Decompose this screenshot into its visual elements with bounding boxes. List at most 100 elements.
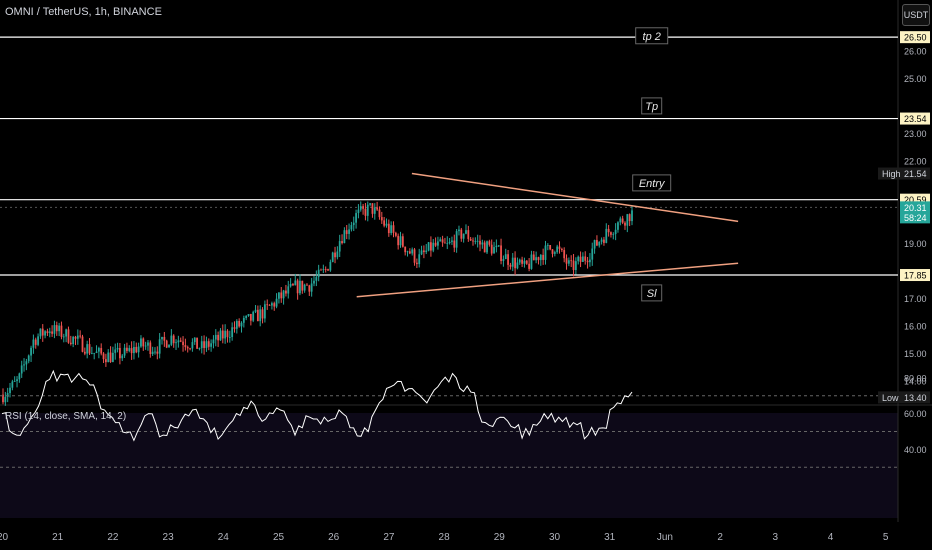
candle-body	[563, 250, 566, 259]
candle-body	[219, 330, 222, 341]
candle	[212, 335, 215, 349]
candle-body	[441, 239, 444, 243]
candle-body	[462, 233, 465, 239]
candle	[46, 328, 49, 336]
candle-body	[408, 251, 411, 254]
candle	[434, 237, 437, 247]
candle	[126, 342, 128, 354]
candle	[207, 338, 210, 351]
price-label-text: 20.31	[904, 203, 927, 213]
candle	[338, 234, 341, 258]
candle-body	[394, 232, 397, 236]
candle	[4, 391, 7, 406]
candle	[621, 215, 624, 225]
candle	[172, 334, 175, 348]
candle-body	[502, 259, 505, 261]
annotation-tp-2: tp 2	[643, 31, 661, 43]
candle-body	[271, 303, 273, 306]
candle	[198, 347, 201, 351]
candle-body	[467, 230, 470, 239]
candle-body	[539, 254, 542, 261]
candle-body	[144, 345, 147, 347]
candle-body	[154, 351, 156, 353]
candle	[364, 202, 367, 221]
rsi-title[interactable]: RSI (14, close, SMA, 14, 2)	[5, 411, 127, 422]
candle	[628, 213, 631, 227]
candle	[55, 321, 58, 336]
candle-body	[373, 207, 376, 214]
candle-body	[121, 355, 124, 359]
candle	[514, 251, 516, 276]
candle	[479, 235, 481, 252]
candle-body	[327, 269, 329, 271]
candle	[610, 231, 612, 238]
candle	[366, 201, 369, 222]
time-tick-label: 24	[218, 532, 230, 543]
candle-body	[79, 335, 82, 337]
candle	[598, 241, 601, 248]
candle	[341, 234, 343, 245]
candle	[458, 225, 460, 236]
candle-body	[430, 242, 432, 251]
candle	[574, 257, 577, 275]
candle-body	[619, 218, 622, 223]
candle	[605, 223, 608, 244]
candle	[275, 293, 278, 309]
candle	[179, 337, 182, 343]
candle	[147, 340, 149, 351]
candle	[128, 345, 131, 353]
candle-body	[147, 342, 149, 346]
candle-body	[352, 222, 355, 226]
candle-body	[378, 209, 381, 218]
candle-body	[338, 241, 341, 252]
candle	[193, 337, 196, 345]
candle-body	[345, 230, 348, 234]
candle	[626, 213, 629, 233]
candle-body	[404, 246, 407, 253]
candle-body	[458, 229, 460, 232]
candle	[254, 305, 257, 314]
candle	[334, 246, 336, 264]
price-axis[interactable]: 14.00 15.00 16.00 17.00 19.00 22.00 23.00 25.00…	[904, 46, 927, 386]
candle	[383, 216, 386, 228]
candle	[247, 313, 250, 317]
annotation-box	[632, 174, 672, 192]
candle-body	[366, 204, 369, 216]
price-tick-label: 25.00	[904, 74, 927, 84]
candle	[130, 341, 133, 360]
candle-body	[343, 230, 346, 244]
time-axis[interactable]: 202122232425262728293031Jun2345	[0, 532, 889, 543]
price-label-caption: Low	[882, 393, 899, 403]
candle-body	[189, 348, 191, 350]
candle	[586, 256, 589, 269]
candle-body	[444, 242, 446, 244]
candle-body	[614, 229, 617, 235]
price-tick-label: 14.00	[904, 376, 927, 386]
time-tick-label: 28	[439, 532, 451, 543]
candle-body	[123, 347, 126, 356]
trendline-1	[356, 262, 739, 298]
candle	[263, 300, 266, 323]
candle	[149, 340, 152, 358]
candle	[156, 346, 159, 360]
symbol-title[interactable]: OMNI / TetherUS, 1h, BINANCE	[5, 6, 162, 18]
candle	[544, 240, 547, 265]
candle-body	[383, 220, 386, 226]
candle	[72, 335, 75, 348]
currency-button[interactable]: USDT	[902, 4, 930, 26]
candle-body	[523, 260, 526, 264]
candle	[401, 233, 404, 248]
candle-body	[198, 348, 201, 349]
candle	[509, 262, 512, 270]
candle-body	[296, 280, 299, 294]
candle-body	[2, 394, 4, 403]
candle	[427, 241, 430, 252]
candle-body	[168, 344, 170, 348]
candle-body	[567, 260, 570, 264]
candle-body	[23, 364, 25, 366]
candle	[81, 334, 84, 353]
candle	[631, 205, 633, 226]
candle	[317, 264, 320, 282]
candle-body	[418, 254, 421, 265]
